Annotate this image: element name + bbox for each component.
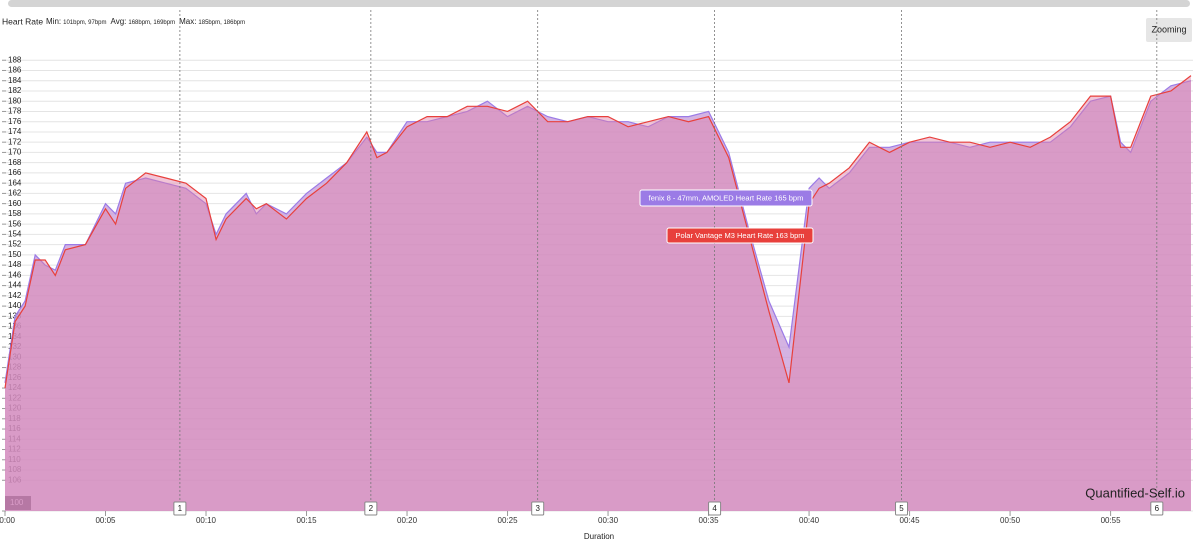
lap-marker: [895, 501, 909, 516]
plot: [4, 75, 1192, 511]
y-tick-label: 182: [8, 86, 22, 95]
lap-label: 5: [899, 504, 904, 513]
y-tick-label: 168: [8, 158, 22, 167]
overlay: 1 2 3 4 5 6 fenix 8 - 47mm, AMOLED Heart Rate …: [173, 10, 1164, 516]
y-tick-label: 170: [8, 148, 22, 157]
y-tick-label: 166: [8, 168, 22, 177]
zoom-button[interactable]: [1146, 18, 1192, 42]
y-tick-label: 174: [8, 127, 22, 136]
scrollbar[interactable]: [8, 0, 1190, 7]
y-tick-label: 180: [8, 96, 22, 105]
stat-value: 168bpm, 169bpm: [128, 20, 175, 26]
y-tick-label: 188: [8, 55, 22, 64]
x-tick-label: 00:25: [498, 516, 519, 525]
y-tick-label: 142: [8, 291, 22, 300]
lap-label: 2: [369, 504, 374, 513]
x-tick-label: 00:20: [397, 516, 418, 525]
y-tick-label: 148: [8, 260, 22, 269]
y-tick-label: 152: [8, 240, 22, 249]
stat-label: Avg:: [111, 17, 127, 26]
stats: Min: 101bpm, 97bpm Avg: 168bpm, 169bpm Max: 1…: [46, 17, 245, 26]
lap-label: 6: [1155, 504, 1160, 513]
y-tick-label: 154: [8, 229, 22, 238]
stats-text: Min: 101bpm, 97bpm Avg: 168bpm, 169bpm Max: 1…: [46, 17, 245, 26]
watermark: Quantified-Self.io: [1085, 485, 1185, 500]
y-tick-label: 160: [8, 199, 22, 208]
tooltip-box: [639, 189, 813, 207]
x-tick-label: 00:40: [799, 516, 820, 525]
x-tick-label: 00:00: [0, 516, 16, 525]
series-line: [4, 80, 1192, 383]
lap-label: 1: [178, 504, 183, 513]
x-tick-label: 00:45: [900, 516, 921, 525]
series-area: [5, 80, 1191, 511]
y-tick-label: 186: [8, 66, 22, 75]
tooltip-text: fenix 8 - 47mm, AMOLED Heart Rate 165 bp…: [649, 193, 804, 202]
stat-value: 101bpm, 97bpm: [63, 20, 106, 26]
lap-marker: [364, 501, 378, 516]
lap-label: 4: [712, 504, 717, 513]
y-tick-label: 164: [8, 178, 22, 187]
stat-label: Max:: [179, 17, 196, 26]
y-tick-label: 156: [8, 219, 22, 228]
series-area: [5, 75, 1191, 511]
x-tick-label: 00:35: [699, 516, 720, 525]
tooltip-box: [666, 227, 814, 244]
y-tick-label: 184: [8, 76, 22, 85]
chart-title: Heart Rate: [2, 16, 43, 26]
lap-marker: [1150, 501, 1164, 516]
y-tick-label: 158: [8, 209, 22, 218]
y-tick-label: 162: [8, 189, 22, 198]
x-tick-label: 00:15: [297, 516, 318, 525]
stat-value: 185bpm, 186bpm: [198, 20, 245, 26]
y-tick-label: 140: [8, 301, 22, 310]
zoom-button-label[interactable]: Zooming: [1151, 24, 1186, 34]
stat-label: Min:: [46, 17, 61, 26]
lap-marker: [531, 501, 545, 516]
y-tick-label: 144: [8, 281, 22, 290]
y-tick-label: 172: [8, 137, 22, 146]
x-axis-title: Duration: [584, 532, 614, 541]
tooltip-text: Polar Vantage M3 Heart Rate 163 bpm: [675, 231, 804, 240]
y-tick-label: 178: [8, 107, 22, 116]
x-tick-label: 00:50: [1000, 516, 1021, 525]
x-tick-label: 00:10: [196, 516, 217, 525]
lap-label: 3: [535, 504, 540, 513]
y-tick-label: 146: [8, 270, 22, 279]
x-tick-label: 00:55: [1101, 516, 1122, 525]
x-tick-label: 00:05: [95, 516, 116, 525]
lap-marker: [708, 501, 722, 516]
lap-marker: [173, 501, 187, 516]
y-tick-label: 176: [8, 117, 22, 126]
series-line: [4, 75, 1192, 389]
x-tick-label: 00:30: [598, 516, 619, 525]
y-tick-label: 150: [8, 250, 22, 259]
